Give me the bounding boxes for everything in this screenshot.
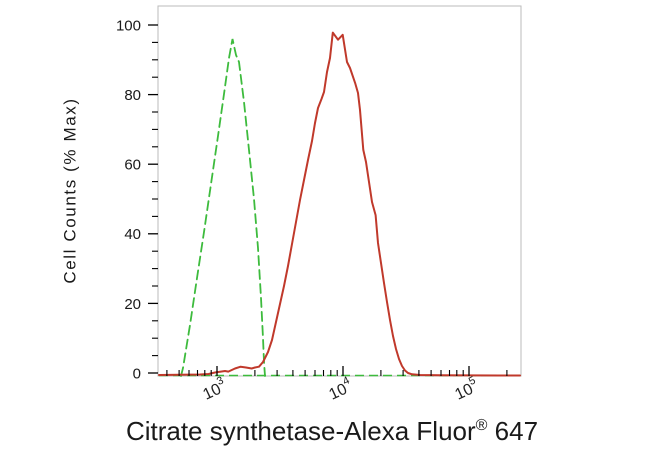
svg-text:103: 103 <box>199 374 230 403</box>
svg-text:20: 20 <box>124 296 141 313</box>
svg-text:0: 0 <box>133 366 141 383</box>
svg-text:Citrate synthetase-Alexa Fluor: Citrate synthetase-Alexa Fluor® 647 <box>126 416 538 446</box>
svg-text:80: 80 <box>124 87 141 104</box>
svg-text:40: 40 <box>124 226 141 243</box>
svg-text:Cell Counts (% Max): Cell Counts (% Max) <box>61 97 80 283</box>
svg-text:60: 60 <box>124 157 141 174</box>
svg-text:104: 104 <box>325 374 356 403</box>
svg-text:105: 105 <box>451 374 482 403</box>
svg-text:100: 100 <box>116 17 141 34</box>
